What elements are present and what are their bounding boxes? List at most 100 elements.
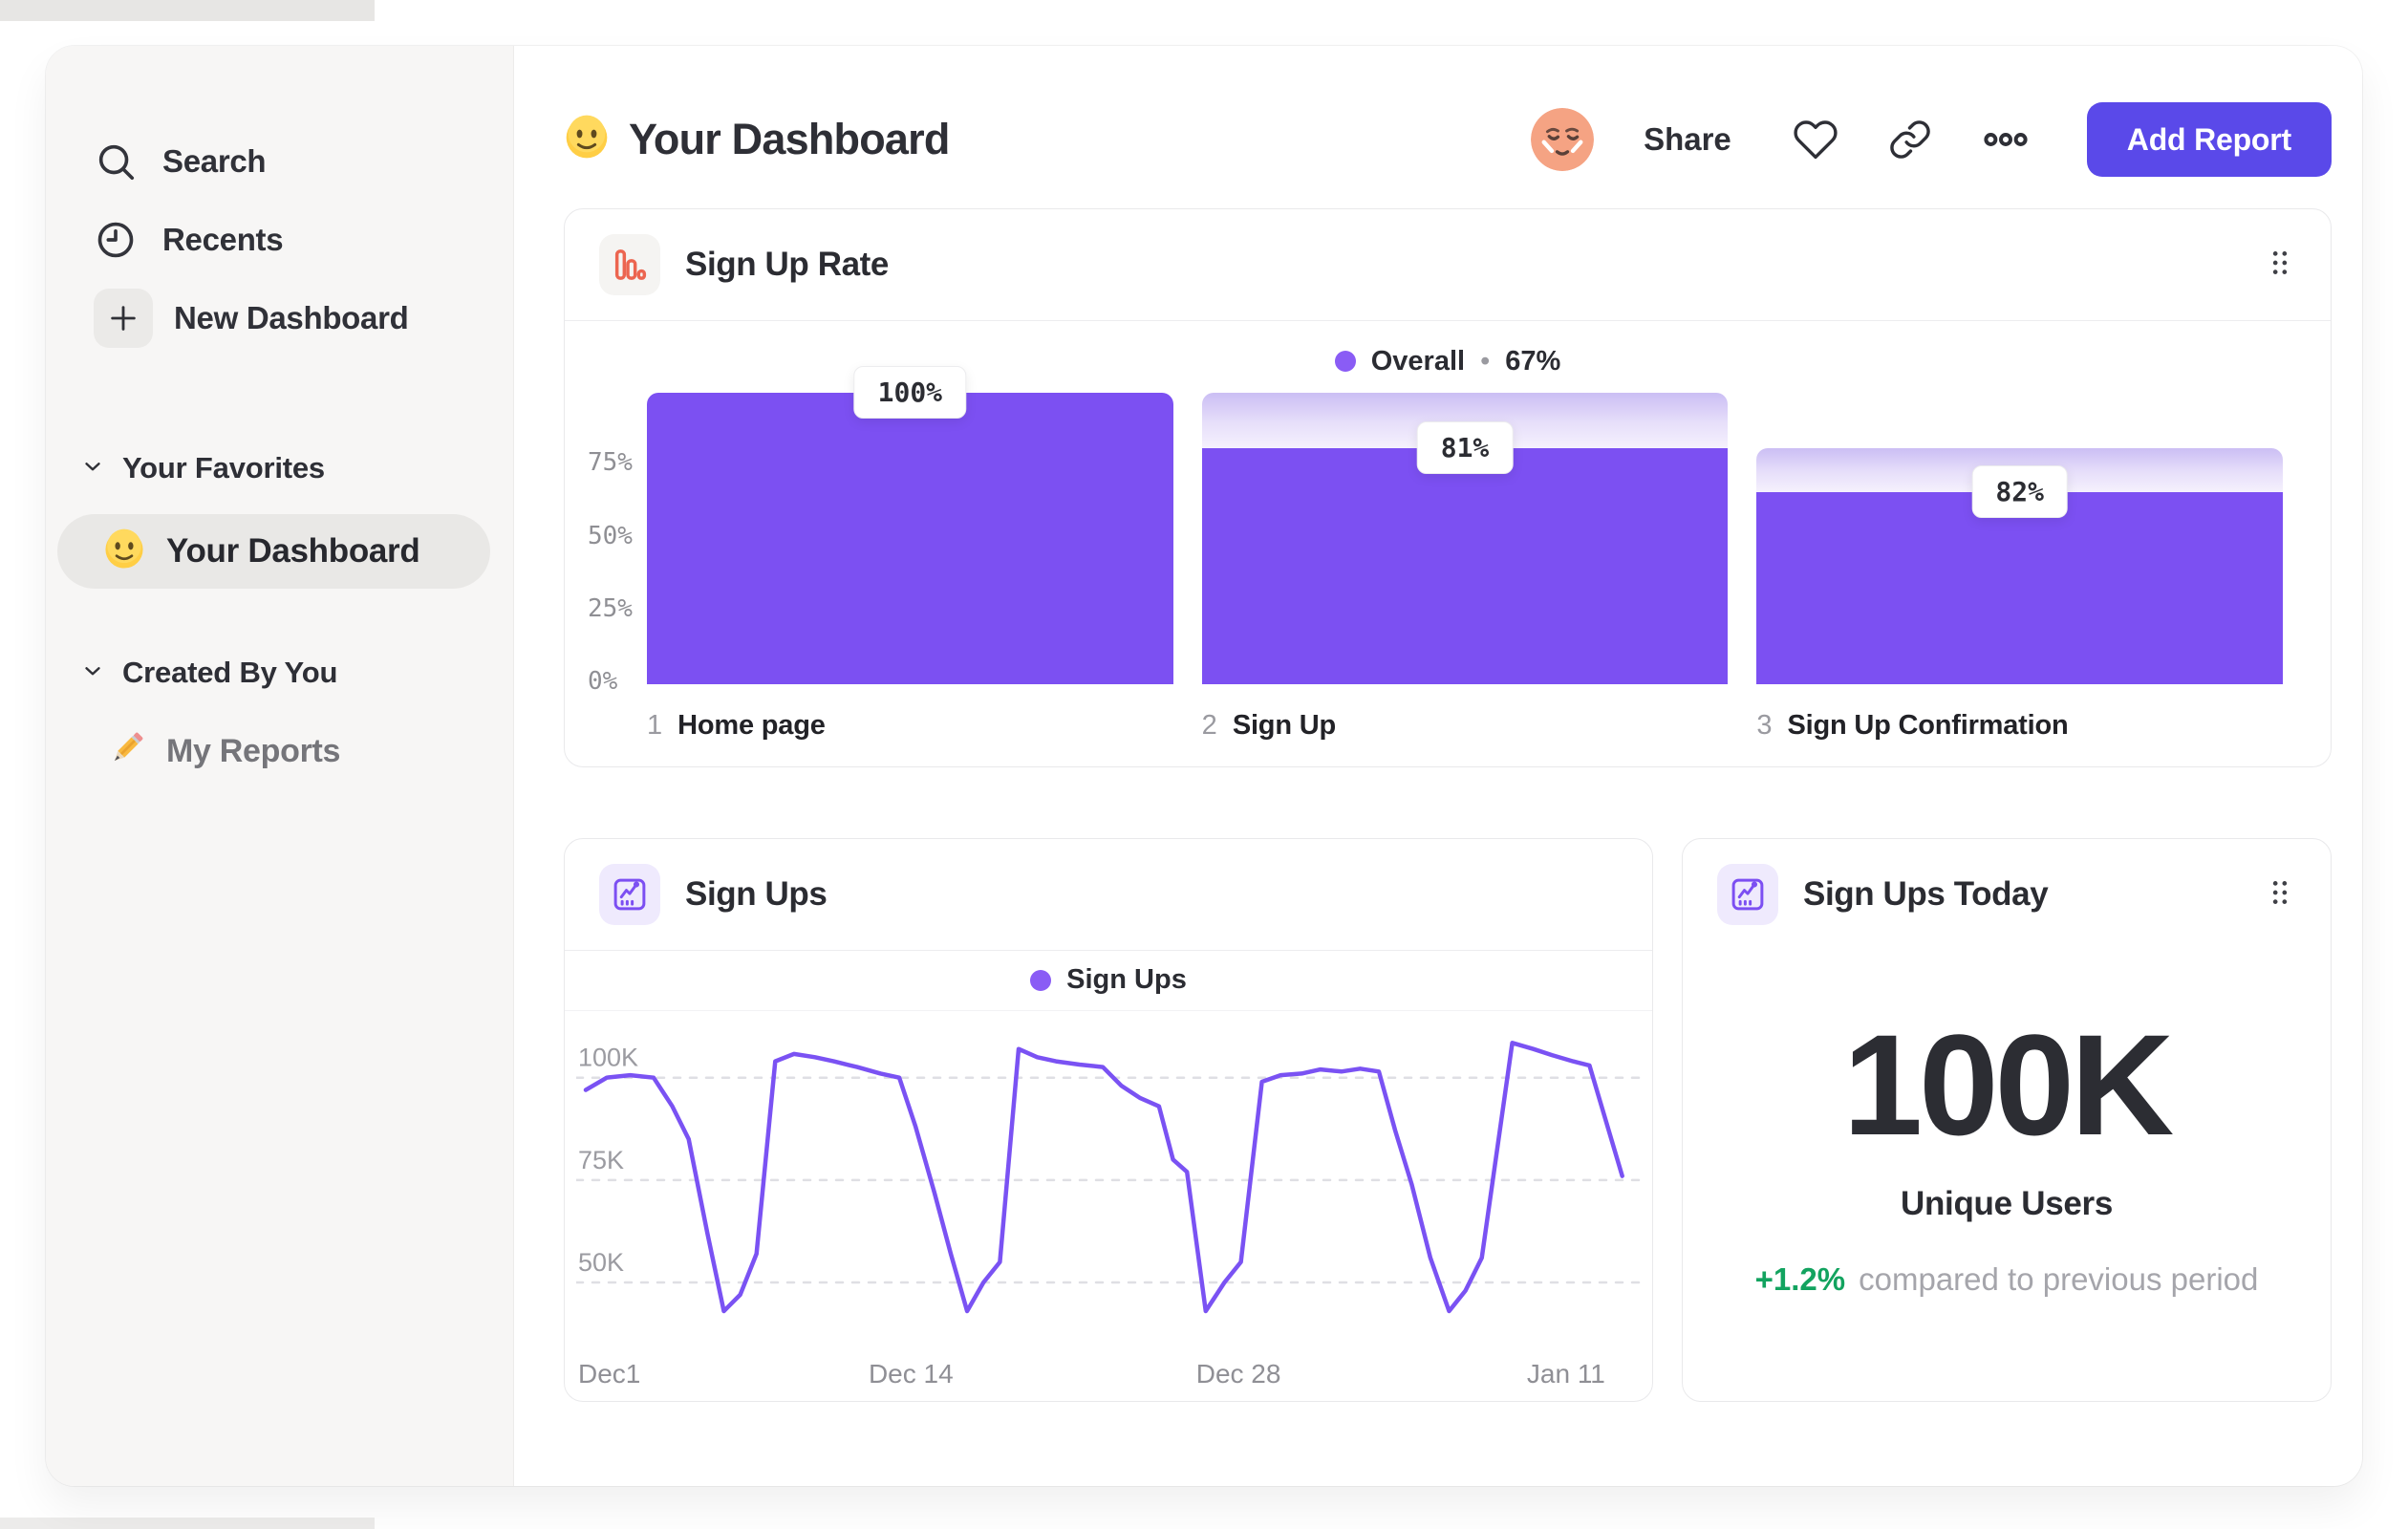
- sidebar-item-label: Your Dashboard: [166, 532, 420, 570]
- funnel-y-axis: 75% 50% 25% 0%: [578, 401, 647, 696]
- sidebar-item-your-dashboard-selected[interactable]: Your Dashboard: [57, 514, 490, 589]
- header-actions: Share Add Report: [1531, 102, 2332, 177]
- funnel-bar-solid: [647, 393, 1173, 684]
- legend-separator: •: [1480, 345, 1491, 377]
- ellipsis-icon: [1984, 133, 2028, 146]
- step-index: 2: [1201, 709, 1217, 741]
- sidebar-item-recents[interactable]: Recents: [46, 208, 513, 271]
- share-button[interactable]: Share: [1644, 121, 1731, 157]
- funnel-step-labels: 1 Home page 2 Sign Up 3 Sign Up Confirma…: [565, 684, 2331, 766]
- funnel-y-tick: 25%: [588, 593, 633, 623]
- search-icon: [94, 140, 138, 183]
- legend-dot-icon: [1334, 351, 1356, 372]
- legend-label: Overall: [1370, 345, 1466, 377]
- line-x-tick-label: Dec 14: [868, 1358, 954, 1389]
- app-window: Search Recents New Dashboard Your Favori…: [46, 46, 2362, 1486]
- drag-handle-icon[interactable]: [2264, 243, 2296, 288]
- sidebar-section-your-favorites[interactable]: Your Favorites: [46, 447, 513, 489]
- copy-link-button[interactable]: [1888, 118, 1932, 162]
- funnel-bar-column[interactable]: 81%: [1201, 393, 1729, 684]
- card-title: Sign Up Rate: [685, 246, 889, 283]
- plus-icon: [94, 289, 153, 348]
- smiley-emoji-icon: [103, 528, 145, 575]
- legend-value: 67%: [1505, 345, 1561, 377]
- stat-delta-note: compared to previous period: [1859, 1261, 2259, 1297]
- link-icon: [1890, 120, 1930, 159]
- funnel-y-tick: 50%: [588, 521, 633, 550]
- avatar[interactable]: [1531, 108, 1595, 171]
- main-content: Your Dashboard Share Add Report: [514, 46, 2362, 1486]
- card-title: Sign Ups: [685, 875, 828, 913]
- chevron-down-icon: [80, 658, 105, 688]
- line-y-tick-label: 50K: [578, 1248, 624, 1277]
- page-title: Your Dashboard: [629, 115, 950, 163]
- sidebar-item-new-dashboard[interactable]: New Dashboard: [46, 287, 513, 350]
- sign-up-rate-card: Sign Up Rate Overall • 67% 75% 50% 25% 0…: [564, 208, 2332, 767]
- legend-dot-icon: [1030, 969, 1052, 991]
- funnel-y-tick: 75%: [588, 448, 633, 478]
- sidebar-item-label: Recents: [162, 222, 284, 257]
- funnel-value-tooltip: 100%: [853, 366, 967, 419]
- funnel-bar-column[interactable]: 82%: [1756, 401, 2284, 684]
- pencil-emoji-icon: [105, 728, 147, 775]
- clock-icon: [94, 218, 138, 262]
- heart-icon: [1794, 120, 1838, 160]
- line-x-tick-label: Dec1: [578, 1358, 641, 1389]
- line-x-tick-label: Jan 11: [1526, 1358, 1605, 1389]
- stat-body: 100K Unique Users +1.2% compared to prev…: [1683, 950, 2331, 1401]
- add-report-button[interactable]: Add Report: [2086, 102, 2332, 177]
- sidebar-section-label: Created By You: [122, 656, 338, 689]
- sidebar-item-label: New Dashboard: [174, 300, 409, 335]
- card-title: Sign Ups Today: [1803, 875, 2049, 913]
- sidebar-item-label: My Reports: [166, 732, 341, 769]
- line-chart-icon: [599, 864, 660, 925]
- sidebar-section-created-by-you[interactable]: Created By You: [46, 652, 513, 694]
- funnel-bars: 100% 81% 82%: [647, 366, 2284, 684]
- funnel-step-label: 2 Sign Up: [1202, 710, 1729, 742]
- line-chart[interactable]: 100K 75K 50K: [565, 1011, 1652, 1340]
- smiley-emoji-icon: [564, 115, 610, 165]
- more-options-button[interactable]: [1982, 116, 2030, 163]
- sign-ups-today-card: Sign Ups Today 100K Unique Users +1.2% c…: [1682, 838, 2332, 1402]
- sidebar-item-my-reports[interactable]: My Reports: [46, 722, 513, 780]
- stat-unit-label: Unique Users: [1900, 1185, 2114, 1222]
- funnel-value-tooltip: 81%: [1416, 420, 1514, 474]
- line-y-tick-label: 75K: [578, 1146, 624, 1174]
- sidebar-item-search[interactable]: Search: [46, 130, 513, 193]
- background-window-strip-top: [0, 0, 375, 21]
- funnel-bar-column[interactable]: 100%: [647, 366, 1173, 684]
- funnel-bar-solid: [1201, 447, 1729, 684]
- dashboard-header: Your Dashboard Share Add Report: [564, 99, 2332, 180]
- stat-value: 100K: [1842, 1004, 2175, 1165]
- line-chart-svg: 100K 75K 50K: [576, 1040, 1641, 1313]
- line-chart-icon: [1717, 864, 1778, 925]
- background-window-strip-bottom: [0, 1518, 375, 1529]
- divider: [565, 320, 2331, 321]
- bottom-cards-row: Sign Ups Sign Ups 100K 75K 50K Dec1 Dec 14 D…: [564, 838, 2332, 1402]
- line-chart-x-axis: Dec1 Dec 14 Dec 28 Jan 11: [576, 1349, 1641, 1401]
- funnel-y-tick: 0%: [588, 667, 618, 696]
- drag-handle-icon[interactable]: [2264, 872, 2296, 917]
- sign-ups-data-line: [583, 1040, 1624, 1313]
- funnel-step-label: 3 Sign Up Confirmation: [1756, 710, 2283, 742]
- stat-delta: +1.2%: [1754, 1261, 1846, 1297]
- step-index: 3: [1756, 709, 1773, 741]
- sidebar: Search Recents New Dashboard Your Favori…: [46, 46, 514, 1486]
- divider: [565, 950, 1652, 951]
- chevron-down-icon: [80, 454, 105, 484]
- funnel-chart-icon: [599, 234, 660, 295]
- step-name: Sign Up Confirmation: [1787, 709, 2069, 741]
- line-y-tick-label: 100K: [578, 1043, 638, 1071]
- favorite-heart-button[interactable]: [1793, 117, 1838, 162]
- step-index: 1: [647, 709, 663, 741]
- line-legend[interactable]: Sign Ups: [565, 951, 1652, 1011]
- funnel-legend[interactable]: Overall • 67%: [565, 321, 2331, 401]
- sidebar-section-label: Your Favorites: [122, 451, 325, 485]
- funnel-value-tooltip: 82%: [1971, 464, 2068, 518]
- step-name: Sign Up: [1232, 709, 1336, 741]
- sidebar-item-label: Search: [162, 143, 267, 179]
- line-x-tick-label: Dec 28: [1195, 1358, 1281, 1389]
- legend-label: Sign Ups: [1066, 964, 1187, 996]
- step-name: Home page: [677, 709, 826, 741]
- funnel-bar-solid: [1756, 491, 2284, 684]
